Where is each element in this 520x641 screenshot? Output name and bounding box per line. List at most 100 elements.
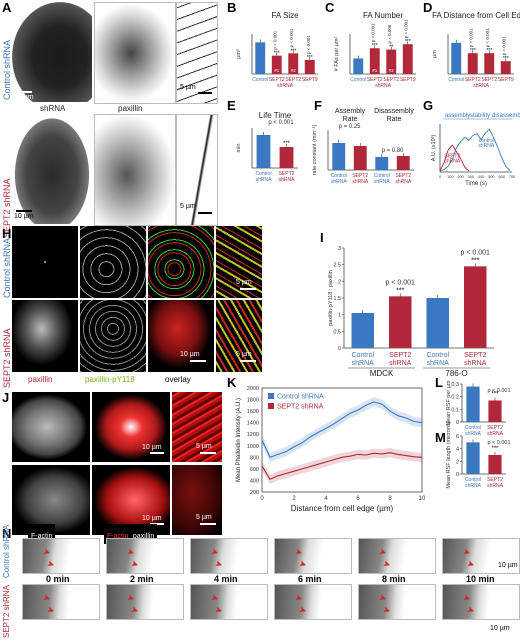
scalebar-j2 — [200, 452, 216, 454]
panel-label-a: A — [2, 0, 12, 15]
time-label: 6 min — [298, 574, 322, 584]
significance-stars-L: *** — [491, 391, 499, 397]
time-label: 10 min — [466, 574, 495, 584]
red-arrow-icon: ➤ — [381, 604, 393, 617]
red-arrow-icon: ➤ — [129, 558, 141, 571]
category-label-F: shRNA — [395, 179, 412, 185]
category-label-M: Control — [465, 477, 481, 483]
y-axis-label-L: Mean RSF per µm — [446, 380, 452, 425]
category-label-I: shRNA — [427, 360, 450, 367]
category-label-D: SEPT2 — [481, 77, 497, 83]
micrograph-a-control-paxillin — [94, 2, 176, 104]
scalebar-h2 — [190, 360, 206, 362]
category-label-I: shRNA — [352, 360, 375, 367]
category-label-D: SEPT2 — [465, 77, 481, 83]
significance-stars-B: *** — [274, 51, 280, 57]
red-arrow-icon: ➤ — [293, 546, 305, 559]
y-tick-label-I: 0 — [338, 346, 341, 352]
chart-title-B: FA Size — [271, 11, 299, 20]
legend-swatch-K-0 — [268, 393, 274, 399]
p-value-C: p = 0.006 — [387, 24, 392, 43]
significance-stars-C: *** — [372, 43, 378, 49]
panel-label-j: J — [2, 390, 10, 405]
bar-C-1 — [369, 48, 380, 74]
bar-E-1 — [279, 147, 294, 168]
significance-stars-B: *** — [307, 55, 313, 61]
red-arrow-icon: ➤ — [209, 546, 221, 559]
x-tick-label-G: 100 — [447, 175, 453, 179]
phase-label-G: stability — [470, 113, 490, 119]
category-label-I: Control — [426, 352, 449, 359]
x-tick-label-K: 2 — [292, 496, 296, 502]
micrograph-j-control-factin — [12, 392, 90, 462]
col-label-shrna: shRNA — [40, 104, 66, 113]
category-label-E: shRNA — [256, 177, 273, 183]
bar-I-0 — [351, 313, 374, 348]
category-label-B: SEPT9 — [302, 77, 318, 83]
sept2-frame-1: ➤ ➤ — [106, 584, 184, 620]
micrograph-j-control-overlay — [92, 392, 170, 462]
category-label-F: shRNA — [352, 179, 369, 185]
phase-label-G: assembly — [445, 113, 470, 119]
y-axis-label-B: µm² — [236, 49, 242, 59]
legend-label-K-1: SEPT2 shRNA — [277, 404, 324, 411]
micrograph-a-sept2-zoom — [176, 114, 218, 226]
time-label: 4 min — [214, 574, 238, 584]
control-frame-0: ➤ ➤ — [22, 538, 100, 574]
control-frame-3: ➤ ➤ — [274, 538, 352, 574]
control-frame-5: ➤ ➤ — [442, 538, 520, 574]
scalebar-a2 — [198, 92, 212, 94]
y-tick-label-M: 0 — [456, 472, 459, 478]
group-label-I: MDCK — [370, 369, 394, 378]
red-arrow-icon: ➤ — [377, 546, 389, 559]
category-label-I: SEPT2 — [464, 352, 486, 359]
time-label: 0 min — [46, 574, 70, 584]
significance-stars-I: *** — [396, 287, 404, 294]
p-value-F: p = 0.25 — [339, 124, 362, 130]
micrograph-a-control-shrna — [12, 2, 92, 102]
y-tick-label-L: 0.1 — [451, 407, 459, 413]
legend-swatch-K-1 — [268, 403, 274, 409]
sept2-frame-2: ➤ ➤ — [190, 584, 268, 620]
bar-I-3 — [464, 266, 487, 348]
panel-label-b: B — [227, 0, 237, 15]
significance-stars-B: *** — [290, 48, 296, 54]
y-tick-label-K: 200 — [250, 490, 259, 496]
panel-label-k: K — [227, 375, 237, 390]
y-tick-label-L: 0 — [456, 420, 459, 426]
category-label-B: SEPT2 — [285, 77, 301, 83]
x-axis-label-G: Time (s) — [465, 181, 487, 187]
scalebar-h1-label: 5 µm — [236, 279, 252, 286]
bar-M-1 — [488, 455, 502, 474]
series-label-G: SEPT2 — [444, 154, 460, 160]
category-label-F: SEPT2 — [352, 173, 368, 179]
category-label-E: SEPT2 — [279, 171, 295, 177]
red-arrow-icon: ➤ — [213, 558, 225, 571]
y-tick-label-K: 400 — [250, 478, 259, 484]
y-tick-label-I: 1 — [338, 313, 341, 319]
p-value-B: p < 0.001 — [289, 28, 294, 47]
category-label-L: SEPT2 — [487, 425, 503, 431]
series-line-K-1 — [261, 452, 423, 480]
y-axis-label-K: Mean Phalloidin Intensity (A.U.) — [236, 398, 242, 482]
x-tick-label-K: 4 — [324, 496, 328, 502]
red-arrow-icon: ➤ — [209, 592, 221, 605]
y-tick-label-K: 600 — [250, 467, 259, 473]
series-label-G: shRNA — [478, 143, 495, 149]
scalebar-j4 — [200, 523, 216, 525]
y-tick-label-I: 2 — [338, 279, 341, 285]
p-value-D: p < 0.001 — [469, 28, 474, 47]
significance-stars-C: ** — [389, 45, 393, 51]
bar-I-2 — [426, 298, 449, 348]
y-tick-label-K: 2000 — [247, 386, 259, 392]
bar-B-2 — [288, 53, 299, 74]
significance-stars-E: *** — [283, 141, 291, 147]
p-value-D: p < 0.001 — [502, 36, 507, 55]
red-arrow-icon: ➤ — [377, 592, 389, 605]
x-tick-label-G: 200 — [457, 175, 463, 179]
label-j-factin-text: F-actin — [31, 533, 53, 540]
col-label-h-paxillin: paxillin — [28, 375, 53, 384]
scalebar-j1-label: 10 µm — [142, 444, 162, 451]
red-arrow-icon: ➤ — [297, 558, 309, 571]
micrograph-a-sept2-shrna — [12, 114, 92, 224]
